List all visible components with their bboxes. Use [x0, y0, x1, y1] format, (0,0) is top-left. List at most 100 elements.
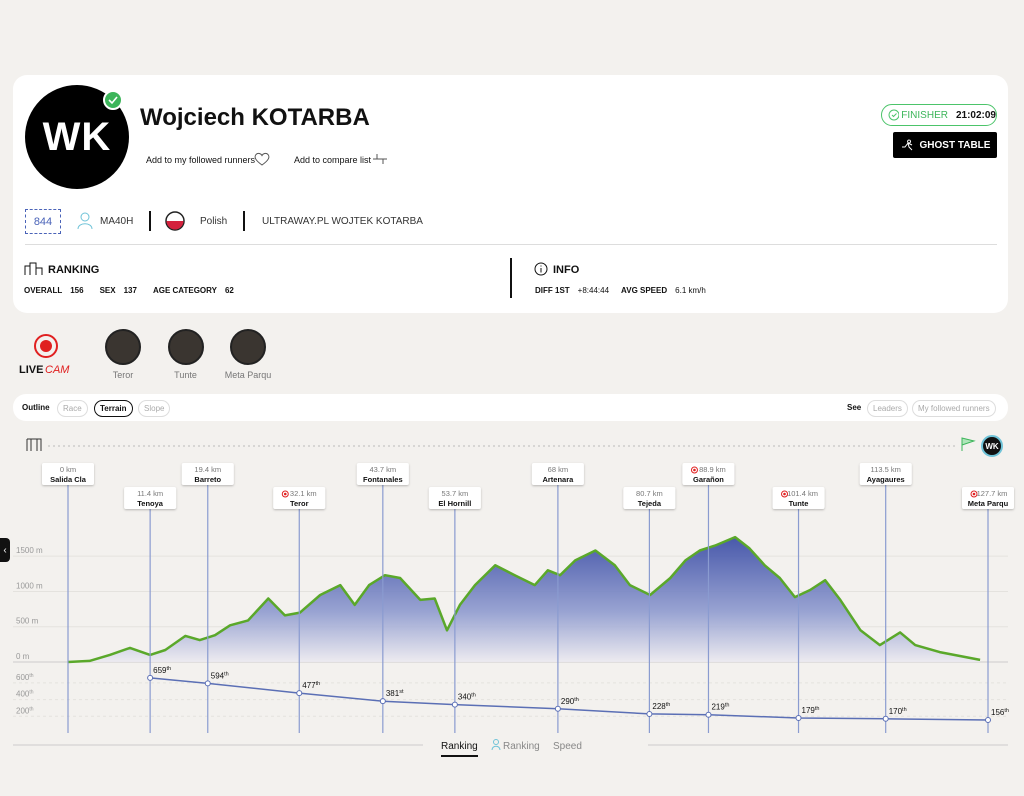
rank-number: 219 [711, 703, 725, 712]
elevation-line [67, 535, 981, 664]
checkpoint-km: 43.7 km [369, 465, 396, 474]
livecam-marker [283, 492, 287, 496]
see-option[interactable]: My followed runners [912, 400, 996, 417]
rank-number: 179 [802, 706, 816, 715]
nationality: Polish [200, 216, 228, 227]
info-title: INFO [553, 264, 580, 276]
finish-time: 21:02:09 [955, 109, 996, 121]
runner-name: Wojciech KOTARBA [140, 104, 370, 131]
checkpoint-box [428, 487, 481, 509]
rank-point [451, 701, 458, 708]
divider [243, 211, 245, 231]
checkpoint-box [181, 463, 234, 485]
checkpoint-box [682, 463, 735, 485]
rank-number: 381 [386, 689, 400, 698]
checkpoint-name: Tenoya [137, 499, 164, 508]
rank-suffix: th [166, 666, 171, 672]
checkpoint-name: Tunte [789, 499, 809, 508]
info-items: DIFF 1ST +8:44:44 AVG SPEED 6.1 km/h [535, 286, 706, 295]
livecam-thumb[interactable] [105, 329, 141, 365]
category: MA40H [100, 216, 134, 227]
status: FINISHER [901, 109, 948, 121]
stat-label: SEX [99, 286, 116, 295]
rank-number: 170 [889, 707, 903, 716]
outline-option[interactable]: Race [57, 400, 88, 417]
ranking-title: RANKING [48, 264, 100, 276]
compare-link[interactable]: Add to compare list [294, 155, 372, 165]
separator [25, 244, 997, 245]
stat-label: AGE CATEGORY [152, 286, 217, 295]
checkpoint-box [531, 463, 584, 485]
checkpoint-name: Salida Cla [50, 475, 87, 484]
checkpoint-km: 68 km [548, 465, 568, 474]
rank-label: 594th [211, 671, 229, 680]
team: ULTRAWAY.PL WOJTEK KOTARBA [262, 216, 423, 227]
livecam-label: Teror [112, 370, 134, 380]
checkpoint-name: Artenara [542, 475, 574, 484]
stat-label: DIFF 1ST [535, 286, 570, 295]
compare-icon[interactable] [372, 152, 388, 166]
collapse-tab[interactable]: ‹ [0, 538, 10, 562]
stat: SEX 137 [100, 286, 137, 295]
heart-icon[interactable] [253, 151, 271, 167]
tick-suffix: th [29, 690, 33, 696]
rank-point [646, 710, 653, 717]
info-icon [534, 262, 548, 276]
checkpoint-box [962, 487, 1014, 509]
rank-suffix: th [902, 707, 907, 713]
checkpoint-name: Tejeda [638, 499, 662, 508]
see-option[interactable]: Leaders [867, 400, 908, 417]
rank-label: 170th [889, 707, 907, 716]
divider [510, 258, 512, 298]
finish-flag [961, 437, 976, 451]
checkpoint-km: 32.1 km [290, 489, 317, 498]
rank-point [795, 715, 802, 722]
runner-badge-label: WK [985, 442, 999, 451]
tick-number: 200 [16, 706, 30, 715]
bottom-tab[interactable]: Speed [553, 741, 582, 752]
ghost-label: GHOST TABLE [919, 139, 991, 151]
checkpoint-km: 53.7 km [442, 489, 469, 498]
rank-number: 594 [211, 671, 225, 680]
rank-point [882, 715, 889, 722]
live-label: LIVE [19, 364, 43, 376]
rank-point [147, 674, 154, 681]
outline-label: Outline [22, 403, 50, 412]
rank-number: 228 [652, 702, 666, 711]
rank-label: 340th [458, 693, 476, 702]
rank-point [379, 698, 386, 705]
rank-label: 381st [386, 689, 404, 698]
tick-number: 400 [16, 690, 30, 699]
livecam-thumb[interactable] [167, 329, 204, 365]
bottom-tab[interactable]: Ranking [441, 741, 478, 757]
y-tick-label: 1000 m [16, 581, 43, 590]
livecam-thumb[interactable] [230, 329, 266, 365]
rank-label: 290th [561, 697, 579, 706]
person-icon [77, 212, 93, 230]
start-icon [26, 438, 42, 451]
bottom-tab[interactable]: Ranking [503, 741, 540, 752]
checkpoint-name: Fontanales [363, 475, 403, 484]
rank-suffix: st [399, 689, 404, 695]
bib: 844 [25, 209, 61, 234]
livecam-marker [693, 468, 696, 472]
outline-option[interactable]: Slope [138, 400, 171, 417]
checkpoint-km: 11.4 km [137, 489, 163, 498]
livecam-logo[interactable]: LIVE CAM [18, 333, 76, 378]
see-label: See [847, 403, 862, 412]
livecam-label: Tunte [174, 370, 197, 380]
runner-icon [901, 139, 912, 151]
rank-point [985, 716, 991, 723]
checkpoint-km: 101.4 km [787, 489, 818, 498]
y-tick-label: 400th [16, 690, 34, 699]
stat: OVERALL 156 [24, 286, 84, 295]
checkpoint-name: Barreto [194, 475, 221, 484]
outline-option[interactable]: Terrain [94, 400, 133, 417]
follow-link[interactable]: Add to my followed runners [146, 155, 256, 165]
checkpoint-km: 19.4 km [194, 465, 221, 474]
checkpoint-box [273, 487, 326, 509]
ghost-table-button[interactable]: GHOST TABLE [893, 132, 997, 158]
livecam-marker [783, 492, 786, 496]
livecam-marker [970, 490, 978, 498]
person-icon [491, 739, 501, 751]
